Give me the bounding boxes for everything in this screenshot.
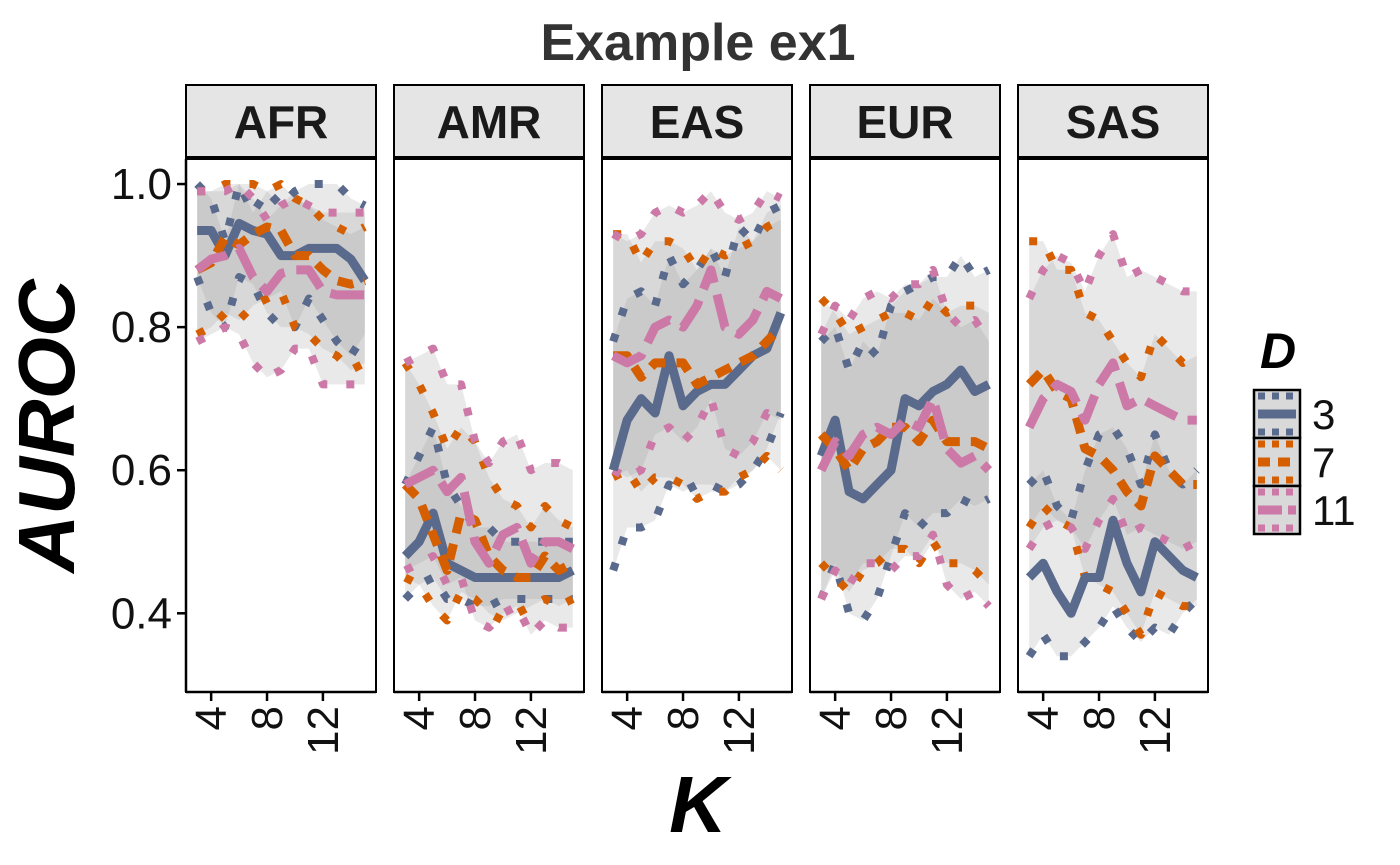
lower-bound-line-d11	[1025, 494, 1199, 553]
x-tick-label: 12	[1131, 706, 1180, 755]
x-tick-label: 12	[299, 706, 348, 755]
mean-line-d11	[817, 394, 993, 474]
facet-strip	[809, 84, 1001, 158]
y-axis-title: AUROC	[2, 278, 91, 575]
mean-line-d3	[401, 508, 575, 583]
x-tick-label: 4	[187, 706, 236, 730]
mean-line-d3	[816, 365, 991, 504]
x-tick-label: 12	[923, 706, 972, 755]
lower-bound-line-d3	[817, 494, 991, 625]
ci-ribbon-d11	[1029, 234, 1197, 549]
mean-line-d11	[194, 243, 365, 300]
y-axis: 0.4 0.6 0.8 1.0	[111, 159, 188, 692]
upper-bound-line-d7	[401, 360, 575, 532]
lower-bound-line-d7	[195, 287, 367, 375]
x-axis-title: K	[669, 760, 732, 849]
chart-title: Example ex1	[540, 14, 855, 72]
facet-label: SAS	[1066, 96, 1161, 148]
mean-line-d11	[611, 265, 783, 368]
lower-bound-line-d7	[611, 451, 784, 503]
lower-bound-line-d7	[818, 537, 992, 596]
facet-eur: EUR 4 8 12	[809, 84, 1001, 755]
ci-ribbon-d7	[613, 219, 781, 499]
mean-line-d7	[1025, 365, 1197, 511]
facet-label: EAS	[650, 96, 745, 148]
y-tick-label: 1.0	[111, 160, 172, 209]
upper-bound-line-d11	[611, 187, 783, 246]
x-tick-label: 8	[451, 706, 500, 730]
mean-line-d7	[613, 323, 785, 389]
x-tick-label: 12	[715, 706, 764, 755]
ci-ribbon-d3	[1029, 427, 1197, 657]
mean-line-d11	[1025, 358, 1197, 430]
lower-bound-line-d11	[195, 323, 365, 389]
legend-item-11: 11	[1252, 484, 1356, 536]
x-tick-label: 4	[603, 706, 652, 730]
upper-bound-line-d3	[1026, 423, 1200, 525]
upper-bound-line-d11	[197, 180, 365, 224]
x-tick-label: 8	[1075, 706, 1124, 730]
upper-bound-line-d7	[197, 180, 367, 239]
ci-ribbon-d3	[821, 255, 989, 621]
y-tick-label: 0.8	[111, 303, 172, 352]
lower-bound-line-d11	[403, 552, 573, 639]
mean-line-d11	[403, 465, 575, 568]
facet-label: AMR	[437, 96, 542, 148]
legend-label: 7	[1312, 439, 1335, 486]
x-tick-label: 4	[811, 706, 860, 730]
facet-eas: EAS 4 8 12	[601, 84, 793, 755]
x-tick-label: 8	[243, 706, 292, 730]
facet-strip	[601, 84, 793, 158]
legend-item-7: 7	[1252, 436, 1335, 488]
facet-strip	[185, 84, 377, 158]
lower-bound-line-d3	[609, 411, 785, 572]
facet-label: AFR	[234, 96, 329, 148]
mean-line-d7	[401, 481, 575, 583]
panel-background	[394, 159, 584, 692]
legend-item-3: 3	[1252, 388, 1335, 440]
ci-ribbon-d7	[821, 298, 989, 592]
facet-sas: SAS 4 8 12	[1017, 84, 1209, 755]
legend-title: D	[1260, 323, 1296, 379]
legend-label: 3	[1312, 391, 1335, 438]
facet-label: EUR	[856, 96, 953, 148]
ci-ribbon-d7	[1029, 241, 1197, 635]
mean-line-d7	[817, 415, 991, 475]
y-tick-label: 0.4	[111, 589, 172, 638]
facet-strip	[393, 84, 585, 158]
upper-bound-line-d11	[1025, 230, 1197, 301]
x-tick-label: 12	[507, 706, 556, 755]
facet-amr: AMR 4 8 12	[393, 84, 585, 755]
y-tick-label: 0.6	[111, 446, 172, 495]
x-tick-label: 4	[395, 706, 444, 730]
x-tick-label: 8	[659, 706, 708, 730]
legend-label: 11	[1312, 487, 1356, 534]
upper-bound-line-d11	[403, 344, 575, 475]
x-tick-label: 8	[867, 706, 916, 730]
ci-ribbon-d11	[821, 269, 989, 607]
mean-line-d3	[1025, 515, 1199, 618]
lower-bound-line-d7	[403, 573, 575, 625]
upper-bound-line-d3	[609, 201, 783, 343]
panel-background	[1018, 159, 1208, 692]
lower-bound-line-d11	[611, 394, 783, 482]
facet-afr: AFR 4 8 12	[185, 84, 377, 755]
x-tick-label: 4	[1019, 706, 1068, 730]
facet-strip	[1017, 84, 1209, 158]
